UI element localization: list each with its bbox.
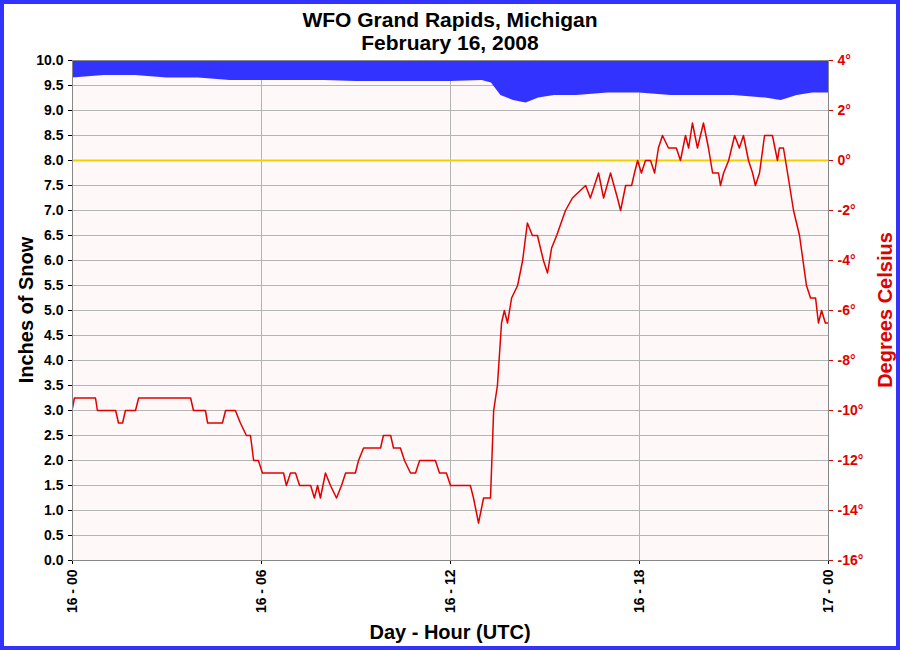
svg-text:16 - 18: 16 - 18 (631, 569, 647, 613)
html-text:February 16, 2008: February 16, 2008 (361, 31, 539, 54)
svg-text:6.0: 6.0 (44, 252, 64, 268)
svg-text:3.5: 3.5 (44, 377, 64, 393)
svg-text:-14°: -14° (838, 502, 864, 518)
svg-text:10.0: 10.0 (36, 52, 63, 68)
svg-text:8.5: 8.5 (44, 127, 64, 143)
html-text:Degrees Celsius: Degrees Celsius (873, 232, 896, 388)
html-text:WFO Grand Rapids, Michigan: WFO Grand Rapids, Michigan (302, 8, 598, 31)
svg-text:9.5: 9.5 (44, 77, 64, 93)
svg-text:5.5: 5.5 (44, 277, 64, 293)
svg-text:2.0: 2.0 (44, 452, 64, 468)
svg-text:0.0: 0.0 (44, 552, 64, 568)
html-text:Inches of Snow: Inches of Snow (14, 236, 37, 384)
svg-text:-8°: -8° (838, 352, 856, 368)
svg-text:7.0: 7.0 (44, 202, 64, 218)
svg-text:9.0: 9.0 (44, 102, 64, 118)
svg-text:16 - 12: 16 - 12 (442, 569, 458, 613)
svg-text:5.0: 5.0 (44, 302, 64, 318)
svg-text:-16°: -16° (838, 552, 864, 568)
svg-text:-4°: -4° (838, 252, 856, 268)
svg-text:6.5: 6.5 (44, 227, 64, 243)
svg-text:2°: 2° (838, 102, 851, 118)
html-text:Day - Hour (UTC): Day - Hour (UTC) (369, 621, 531, 643)
svg-text:4.5: 4.5 (44, 327, 64, 343)
svg-text:8.0: 8.0 (44, 152, 64, 168)
svg-text:0°: 0° (838, 152, 851, 168)
svg-text:4.0: 4.0 (44, 352, 64, 368)
svg-text:1.5: 1.5 (44, 477, 64, 493)
svg-text:16 - 06: 16 - 06 (253, 569, 269, 613)
svg-text:-2°: -2° (838, 202, 856, 218)
svg-text:2.5: 2.5 (44, 427, 64, 443)
svg-text:3.0: 3.0 (44, 402, 64, 418)
svg-text:-12°: -12° (838, 452, 864, 468)
svg-text:1.0: 1.0 (44, 502, 64, 518)
svg-text:16 - 00: 16 - 00 (64, 569, 80, 613)
svg-text:0.5: 0.5 (44, 527, 64, 543)
svg-text:-10°: -10° (838, 402, 864, 418)
svg-text:17 - 00: 17 - 00 (820, 569, 836, 613)
svg-text:4°: 4° (838, 52, 851, 68)
svg-text:7.5: 7.5 (44, 177, 64, 193)
svg-text:-6°: -6° (838, 302, 856, 318)
